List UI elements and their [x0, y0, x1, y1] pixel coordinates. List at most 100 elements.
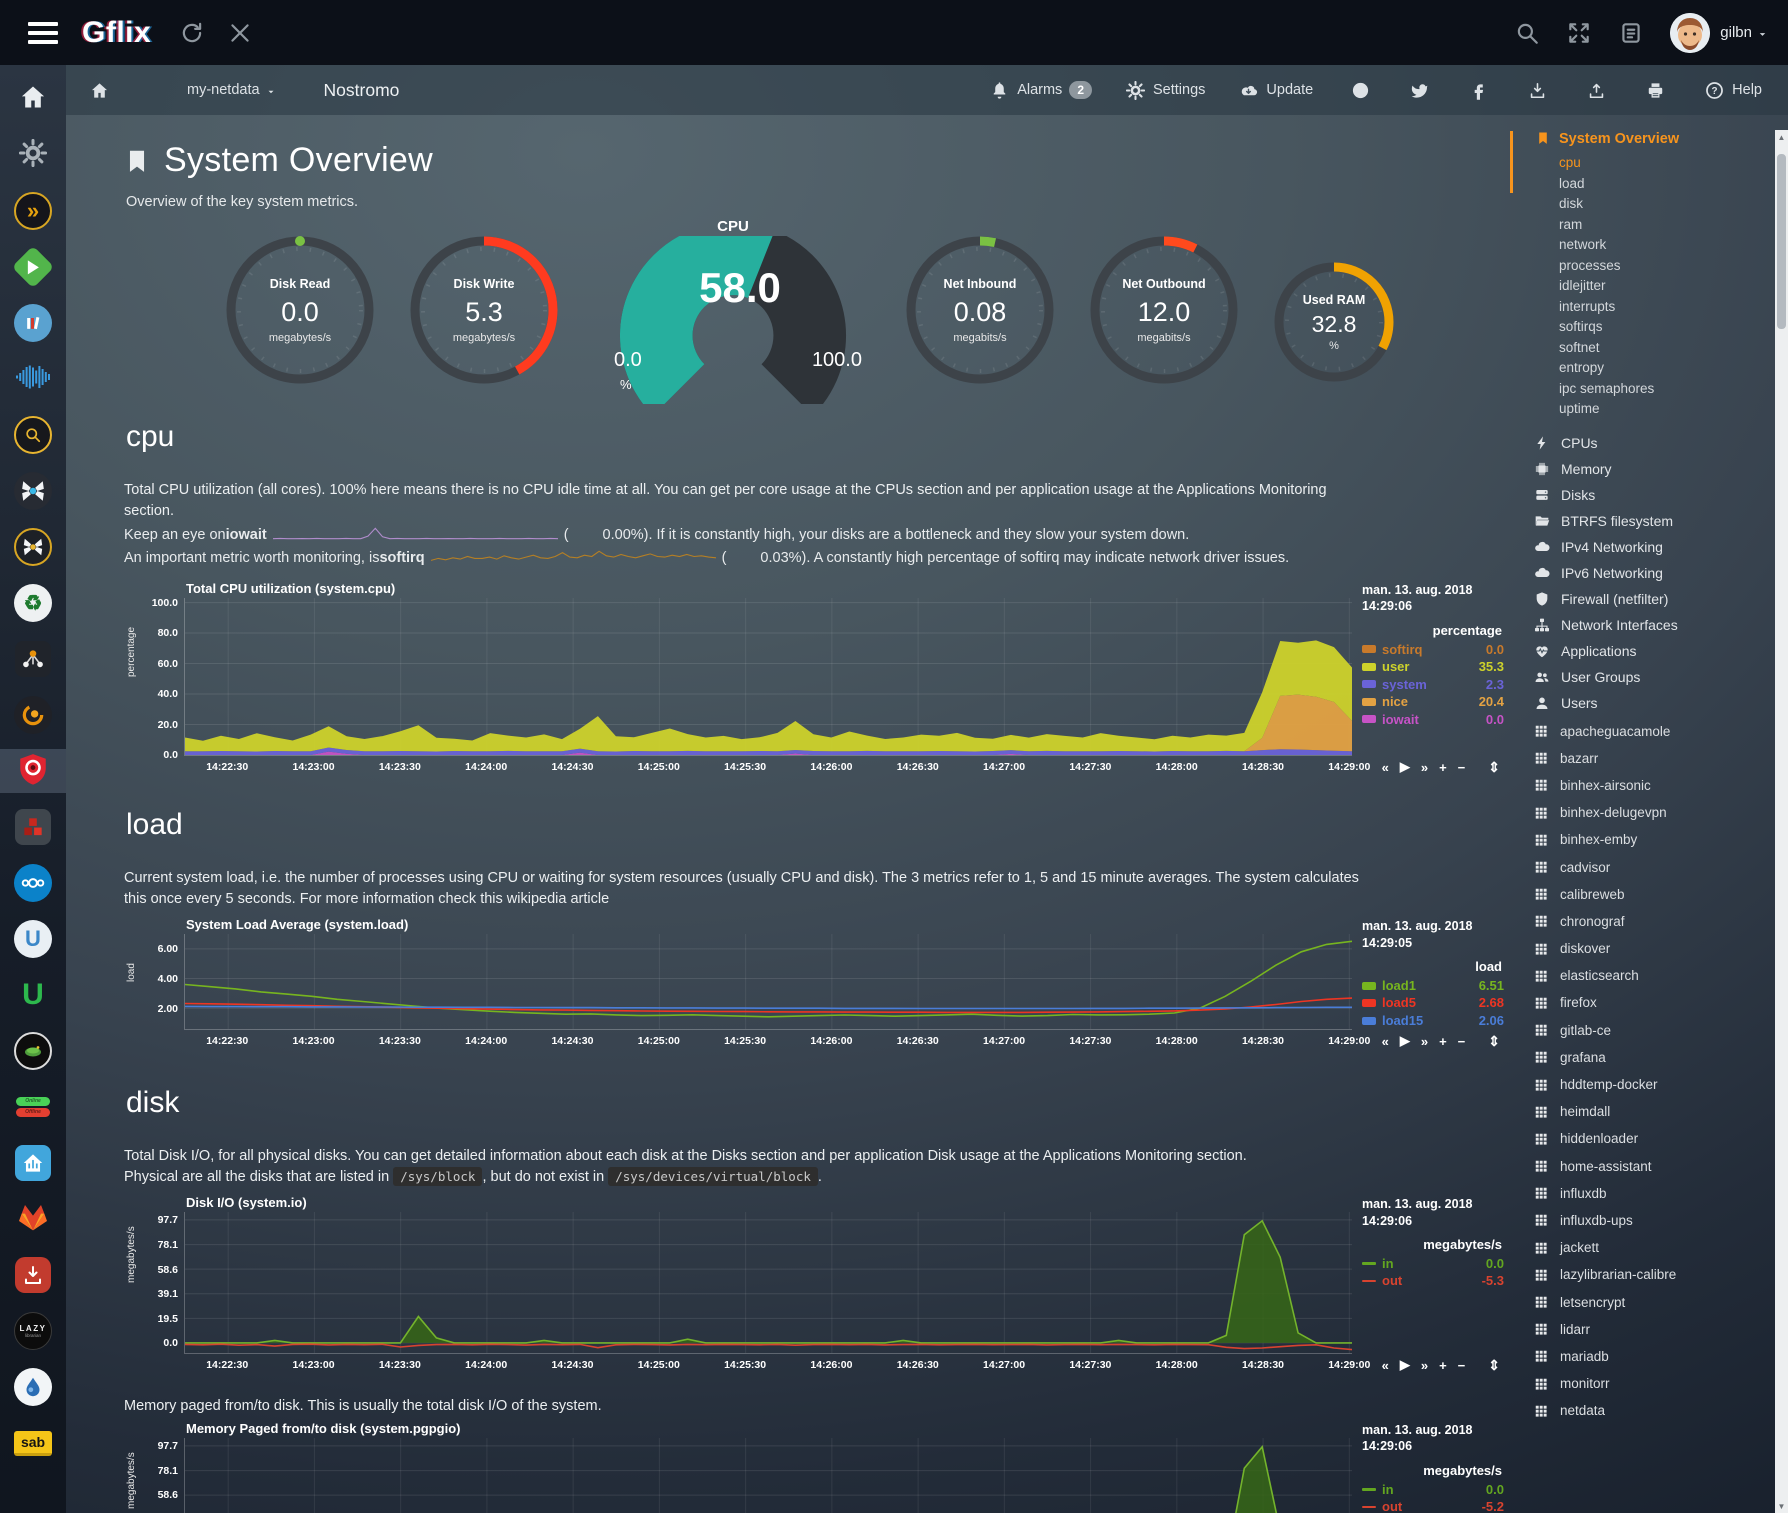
github-icon[interactable] [1351, 81, 1370, 100]
sidebar-app-drone-white[interactable] [0, 469, 66, 513]
sidebar-app-emby[interactable] [0, 245, 66, 289]
sidebar-app-settings[interactable] [0, 133, 66, 177]
menu-section-applications[interactable]: Applications [1534, 638, 1788, 664]
load-chart[interactable]: System Load Average (system.load) load 6… [126, 917, 1504, 1050]
menu-app-calibreweb[interactable]: calibreweb [1534, 881, 1788, 908]
home-icon[interactable] [90, 81, 109, 100]
legend-entry-load15[interactable]: load15 2.06 [1362, 1012, 1504, 1030]
menu-subitem-ipc-semaphores[interactable]: ipc semaphores [1559, 380, 1655, 396]
menu-subitem-processes[interactable]: processes [1559, 257, 1621, 273]
chart-skip-back[interactable]: « [1381, 1357, 1389, 1373]
menu-app-bazarr[interactable]: bazarr [1534, 745, 1788, 772]
sidebar-app-grafana[interactable] [0, 693, 66, 737]
print-icon[interactable] [1646, 81, 1665, 100]
sidebar-app-recycle[interactable]: ♻ [0, 581, 66, 625]
sidebar-app-netdata[interactable] [0, 749, 66, 793]
sidebar-app-monitorr[interactable]: Online Offline [0, 1085, 66, 1129]
search-icon[interactable] [1514, 20, 1540, 46]
chart-skip-back[interactable]: « [1381, 1033, 1389, 1049]
chart-play[interactable]: ▶ [1399, 759, 1410, 775]
alarms-button[interactable]: Alarms 2 [990, 81, 1092, 100]
menu-section-network-interfaces[interactable]: Network Interfaces [1534, 612, 1788, 638]
net-inbound-gauge[interactable]: Net Inbound 0.08 megabits/s [904, 234, 1056, 386]
iowait-sparkline[interactable] [272, 525, 558, 544]
refresh-icon[interactable] [179, 20, 205, 46]
menu-app-binhex-emby[interactable]: binhex-emby [1534, 826, 1788, 853]
sidebar-app-pihole[interactable] [0, 1029, 66, 1073]
legend-entry-load1[interactable]: load1 6.51 [1362, 977, 1504, 995]
legend-entry-out[interactable]: out -5.3 [1362, 1272, 1504, 1290]
scrollbar[interactable]: ▲ ▼ [1775, 130, 1788, 1513]
menu-app-hiddenloader[interactable]: hiddenloader [1534, 1125, 1788, 1152]
chart-resize-handle[interactable]: ⇕ [1488, 758, 1500, 775]
chart-resize-handle[interactable]: ⇕ [1488, 1032, 1500, 1049]
menu-subitem-disk[interactable]: disk [1559, 196, 1584, 211]
sidebar-app-airsonic[interactable] [0, 357, 66, 401]
menu-app-influxdb-ups[interactable]: influxdb-ups [1534, 1207, 1788, 1234]
menu-app-jackett[interactable]: jackett [1534, 1234, 1788, 1261]
menu-app-chronograf[interactable]: chronograf [1534, 908, 1788, 935]
menu-app-letsencrypt[interactable]: letsencrypt [1534, 1288, 1788, 1315]
menu-subitem-idlejitter[interactable]: idlejitter [1559, 278, 1606, 293]
sidebar-app-downloader[interactable] [0, 1253, 66, 1297]
menu-section-ipv6-networking[interactable]: IPv6 Networking [1534, 560, 1788, 586]
sidebar-app-unifi[interactable]: U [0, 917, 66, 961]
user-menu[interactable]: gilbn [1720, 24, 1768, 41]
upload-icon[interactable] [1587, 81, 1606, 100]
menu-app-heimdall[interactable]: heimdall [1534, 1098, 1788, 1125]
sidebar-app-deluge[interactable] [0, 1365, 66, 1409]
legend-entry-system[interactable]: system 2.3 [1362, 676, 1504, 694]
pgpgio-chart[interactable]: Memory Paged from/to disk (system.pgpgio… [124, 1421, 1504, 1513]
menu-subitem-interrupts[interactable]: interrupts [1559, 298, 1616, 314]
menu-app-netdata[interactable]: netdata [1534, 1397, 1788, 1424]
menu-section-memory[interactable]: Memory [1534, 456, 1788, 482]
legend-entry-out[interactable]: out -5.2 [1362, 1498, 1504, 1513]
twitter-icon[interactable] [1410, 81, 1429, 100]
scroll-down-arrow[interactable]: ▼ [1777, 1501, 1786, 1511]
menu-subitem-entropy[interactable]: entropy [1559, 360, 1605, 375]
scrollbar-thumb[interactable] [1777, 154, 1786, 329]
sidebar-app-gitlab[interactable] [0, 1197, 66, 1241]
chart-toolbar[interactable]: « ▶ » + − ⇕ [1352, 759, 1504, 776]
menu-app-cadvisor[interactable]: cadvisor [1534, 853, 1788, 880]
chart-resize-handle[interactable]: ⇕ [1488, 1356, 1500, 1373]
menu-app-binhex-delugevpn[interactable]: binhex-delugevpn [1534, 799, 1788, 826]
update-button[interactable]: Update [1239, 81, 1313, 100]
legend-entry-nice[interactable]: nice 20.4 [1362, 693, 1504, 711]
avatar[interactable] [1670, 12, 1711, 53]
chart-zoom-out[interactable]: − [1457, 1033, 1466, 1049]
legend-entry-user[interactable]: user 35.3 [1362, 658, 1504, 676]
menu-app-influxdb[interactable]: influxdb [1534, 1180, 1788, 1207]
menu-app-home-assistant[interactable]: home-assistant [1534, 1153, 1788, 1180]
chart-skip-forward[interactable]: » [1420, 1033, 1429, 1049]
sidebar-app-network-nodes[interactable] [0, 637, 66, 681]
menu-subitem-softirqs[interactable]: softirqs [1559, 319, 1603, 334]
menu-subitem-ram[interactable]: ram [1559, 216, 1583, 232]
sidebar-app-drone-yellow[interactable] [0, 525, 66, 569]
menu-subitem-load[interactable]: load [1559, 175, 1585, 191]
menu-app-elasticsearch[interactable]: elasticsearch [1534, 962, 1788, 989]
scroll-up-arrow[interactable]: ▲ [1777, 132, 1786, 142]
disk-io-chart[interactable]: Disk I/O (system.io) megabytes/s 97.7 78.… [126, 1195, 1504, 1373]
disk-read-gauge[interactable]: Disk Read 0.0 megabytes/s [224, 234, 376, 386]
softirq-sparkline[interactable] [430, 548, 716, 567]
menu-section-disks[interactable]: Disks [1534, 482, 1788, 508]
sidebar-app-lazylibrarian[interactable]: LAZY librarian [0, 1309, 66, 1353]
facebook-icon[interactable] [1469, 81, 1488, 100]
sidebar-app-nextcloud[interactable] [0, 861, 66, 905]
server-dropdown[interactable]: my-netdata [187, 82, 276, 98]
menu-app-lazylibrarian-calibre[interactable]: lazylibrarian-calibre [1534, 1261, 1788, 1288]
legend-entry-load5[interactable]: load5 2.68 [1362, 994, 1504, 1012]
chart-play[interactable]: ▶ [1399, 1033, 1410, 1049]
menu-section-firewall-netfilter-[interactable]: Firewall (netfilter) [1534, 586, 1788, 612]
menu-app-binhex-airsonic[interactable]: binhex-airsonic [1534, 772, 1788, 799]
menu-subitem-uptime[interactable]: uptime [1559, 401, 1600, 416]
legend-entry-softirq[interactable]: softirq 0.0 [1362, 641, 1504, 659]
cpu-chart[interactable]: Total CPU utilization (system.cpu) perce… [126, 581, 1504, 776]
menu-app-firefox[interactable]: firefox [1534, 989, 1788, 1016]
menu-app-lidarr[interactable]: lidarr [1534, 1316, 1788, 1343]
chart-play[interactable]: ▶ [1399, 1357, 1410, 1373]
disk-write-gauge[interactable]: Disk Write 5.3 megabytes/s [408, 234, 560, 386]
chart-toolbar[interactable]: « ▶ » + − ⇕ [1352, 1033, 1504, 1050]
menu-section-btrfs-filesystem[interactable]: BTRFS filesystem [1534, 508, 1788, 534]
